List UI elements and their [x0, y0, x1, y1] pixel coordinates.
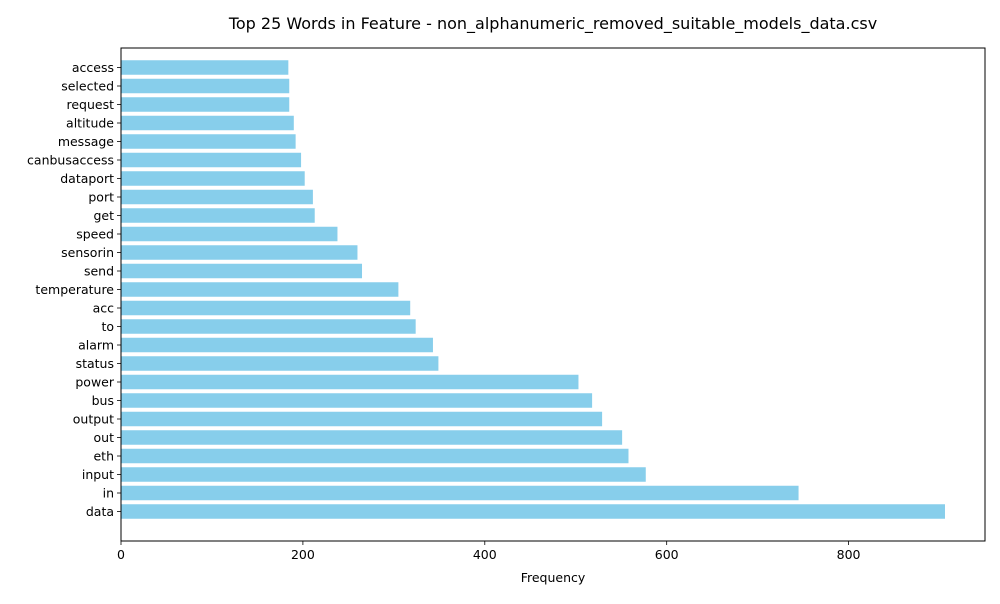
plot-frame	[120, 47, 986, 542]
x-tick-label: 400	[473, 547, 497, 562]
y-tick-label-data: data	[86, 504, 114, 519]
y-tick-label-access: access	[72, 60, 114, 75]
y-tick-label-bus: bus	[92, 393, 114, 408]
bar-message	[121, 134, 296, 149]
y-tick-label-input: input	[82, 467, 114, 482]
bar-altitude	[121, 115, 294, 131]
y-tick-label-send: send	[84, 264, 114, 279]
y-tick-label-dataport: dataport	[60, 171, 114, 186]
x-ticks: 0 200 400 600 800	[117, 541, 861, 562]
bar-canbusaccess	[121, 152, 302, 168]
y-tick-label-selected: selected	[61, 79, 114, 94]
y-tick-label-eth: eth	[93, 449, 114, 464]
bar-speed	[121, 226, 338, 242]
y-tick-label-speed: speed	[76, 227, 114, 242]
x-tick-label: 800	[837, 547, 861, 562]
bar-in	[121, 485, 799, 501]
bar-to	[121, 319, 416, 334]
y-tick-label-altitude: altitude	[66, 116, 114, 131]
y-tick-label-to: to	[101, 319, 114, 334]
bar-input	[121, 467, 646, 482]
x-tick-label: 200	[291, 547, 315, 562]
bar-access	[121, 60, 289, 75]
bar-dataport	[121, 171, 305, 186]
y-tick-label-temperature: temperature	[35, 282, 114, 297]
bar-get	[121, 208, 315, 223]
x-tick-label: 600	[655, 547, 679, 562]
bar-power	[121, 374, 579, 390]
bar-bus	[121, 393, 593, 408]
x-axis-label: Frequency	[521, 570, 586, 585]
y-tick-label-request: request	[66, 97, 114, 112]
bars	[121, 60, 945, 519]
y-tick-label-acc: acc	[93, 301, 115, 316]
bar-request	[121, 97, 290, 112]
bar-selected	[121, 78, 290, 94]
y-tick-label-power: power	[75, 375, 114, 390]
y-tick-label-port: port	[88, 190, 114, 205]
bar-temperature	[121, 282, 399, 297]
y-tick-label-alarm: alarm	[78, 338, 114, 353]
x-tick-label: 0	[117, 547, 125, 562]
bar-alarm	[121, 337, 433, 353]
bar-status	[121, 356, 439, 371]
y-tick-label-in: in	[103, 486, 114, 501]
y-tick-label-sensorin: sensorin	[61, 245, 114, 260]
bar-out	[121, 430, 623, 445]
bar-sensorin	[121, 245, 358, 260]
y-tick-label-output: output	[73, 412, 114, 427]
y-tick-label-get: get	[93, 208, 114, 223]
bar-send	[121, 263, 363, 279]
y-tick-label-canbusaccess: canbusaccess	[27, 153, 114, 168]
y-tick-labels: data in input eth out output bus power status ala…	[27, 60, 121, 519]
bar-eth	[121, 448, 629, 464]
y-tick-label-out: out	[94, 430, 115, 445]
bar-port	[121, 189, 313, 205]
y-tick-label-status: status	[76, 356, 114, 371]
y-tick-label-message: message	[58, 134, 114, 149]
chart-title: Top 25 Words in Feature - non_alphanumer…	[228, 14, 877, 34]
bar-output	[121, 411, 603, 427]
bar-acc	[121, 300, 411, 316]
bar-data	[121, 504, 945, 519]
